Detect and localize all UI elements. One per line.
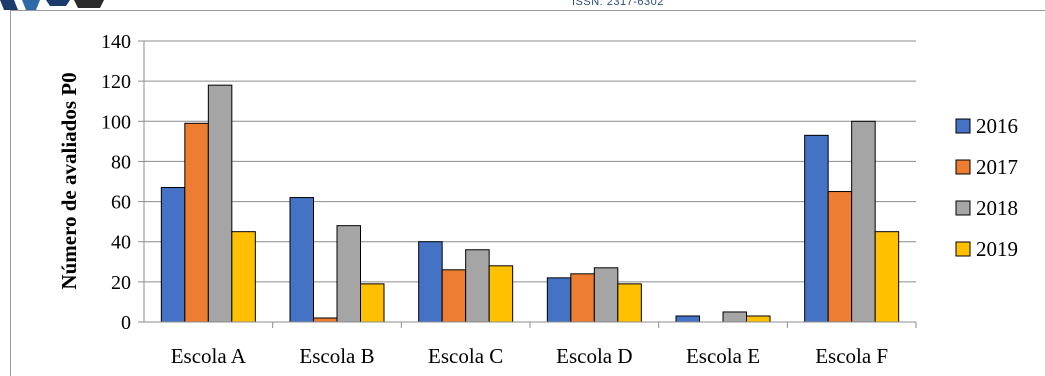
journal-logo <box>0 0 104 10</box>
legend-label-2018: 2018 <box>976 196 1018 220</box>
y-tick-label: 20 <box>111 272 131 294</box>
y-tick-label: 100 <box>101 111 131 133</box>
bar-escola-e-2016 <box>675 315 700 323</box>
gridlines <box>144 40 916 283</box>
bar-escola-a-2016 <box>160 187 186 323</box>
bar-escola-d-2019 <box>617 283 642 323</box>
y-tick-label: 120 <box>101 71 131 93</box>
y-tick-label: 80 <box>111 151 131 173</box>
bar-escola-e-2018 <box>722 311 747 323</box>
bar-escola-d-2016 <box>546 277 572 323</box>
bar-escola-f-2019 <box>874 231 900 323</box>
y-tick-label: 0 <box>121 312 131 334</box>
x-tick-label: Escola E <box>686 344 760 368</box>
bar-escola-f-2016 <box>804 134 829 323</box>
axes: 0 20 40 60 80 100 120 140 Escola A Escola B Escola… <box>101 31 917 368</box>
x-tick-label: Escola D <box>556 344 632 368</box>
legend-swatch-2019 <box>955 241 971 257</box>
x-tick-label: Escola B <box>299 344 374 368</box>
bar-escola-f-2018 <box>851 120 876 323</box>
y-tick-label: 60 <box>111 192 131 214</box>
bar-escola-f-2017 <box>827 191 853 323</box>
issn-label: ISSN: 2317-6302 <box>572 0 664 8</box>
bar-escola-b-2019 <box>360 283 385 323</box>
y-axis-title: Número de avaliados P0 <box>57 72 81 289</box>
legend-label-2016: 2016 <box>976 114 1018 138</box>
y-tick-label: 140 <box>101 31 131 53</box>
bar-escola-c-2018 <box>465 249 490 323</box>
bar-escola-a-2017 <box>184 122 209 323</box>
x-tick-label: Escola A <box>171 344 247 368</box>
bar-escola-b-2018 <box>336 225 361 323</box>
bar-escola-d-2017 <box>570 273 595 323</box>
bar-escola-a-2019 <box>231 231 256 323</box>
x-tick-label: Escola C <box>428 344 503 368</box>
x-tick-label: Escola F <box>815 344 888 368</box>
y-tick-label: 40 <box>111 232 131 254</box>
legend-label-2017: 2017 <box>976 155 1018 179</box>
bar-escola-b-2017 <box>313 317 338 323</box>
bar-escola-c-2019 <box>488 265 514 323</box>
legend-swatch-2018 <box>955 200 971 216</box>
bar-escola-a-2018 <box>207 84 233 323</box>
legend-label-2019: 2019 <box>976 237 1018 261</box>
bar-escola-d-2018 <box>593 267 619 323</box>
bars <box>160 84 900 323</box>
journal-header-strip: ISSN: 2317-6302 <box>0 0 1045 10</box>
bar-escola-b-2016 <box>289 197 314 323</box>
legend: 2016 2017 2018 2019 <box>955 114 1018 261</box>
legend-swatch-2017 <box>955 159 971 175</box>
bar-escola-c-2017 <box>441 269 467 323</box>
legend-swatch-2016 <box>955 118 971 134</box>
bar-escola-c-2016 <box>418 241 443 323</box>
chart-frame <box>10 10 1045 376</box>
bar-escola-e-2019 <box>746 315 771 323</box>
